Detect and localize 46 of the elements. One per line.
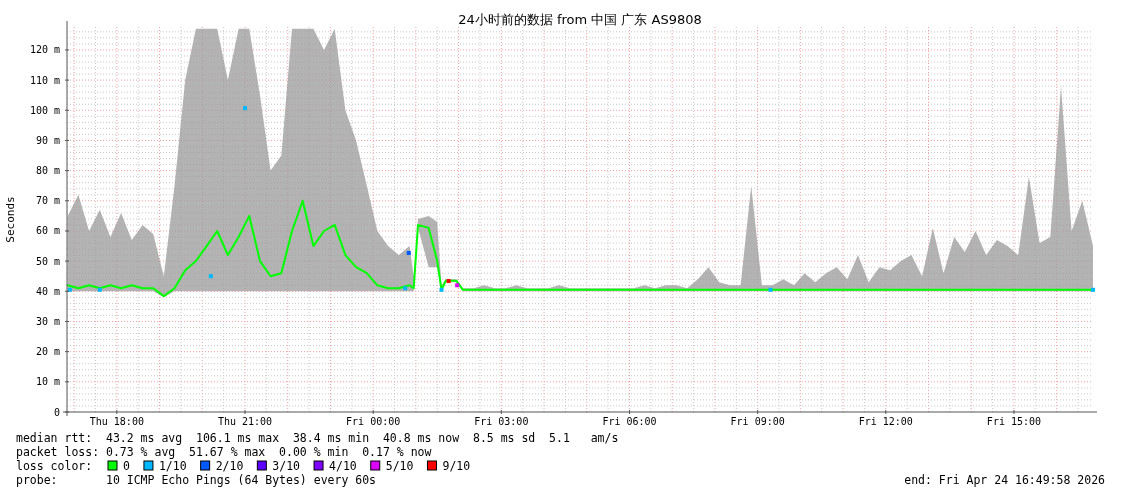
- legend-label: 9/10: [442, 459, 471, 473]
- point: [455, 283, 460, 288]
- x-tick-label: Thu 18:00: [89, 416, 144, 427]
- point: [1091, 287, 1095, 292]
- legend-label: 0: [123, 459, 130, 473]
- point: [97, 287, 102, 292]
- chart-title: 24小时前的数据 from 中国 广东 AS9808: [458, 12, 702, 27]
- legend-label: 2/10: [215, 459, 244, 473]
- point: [446, 279, 451, 284]
- legend-label: 5/10: [385, 459, 414, 473]
- line-series: [66, 199, 1094, 298]
- x-tick-label: Thu 21:00: [217, 416, 273, 427]
- x-tick-label: Fri 12:00: [858, 416, 913, 427]
- y-tick-label: 0: [53, 406, 60, 418]
- y-tick-label: 110 m: [29, 74, 60, 86]
- text: packet loss: 0.73 % avg 51.67 % max 0.00 % min 0.17 % now: [16, 445, 432, 459]
- y-tick-label: 120 m: [29, 44, 60, 56]
- y-tick-label: 90 m: [35, 134, 60, 146]
- y-tick-label: 30 m: [35, 315, 60, 327]
- y-tick-label: 70 m: [35, 195, 60, 207]
- legend-label: 4/10: [329, 459, 357, 473]
- x-tick-label: Fri 00:00: [346, 416, 401, 427]
- point: [208, 274, 213, 279]
- y-axis-title: Seconds: [4, 196, 17, 243]
- legend-label: 1/10: [158, 459, 187, 473]
- x-tick-label: Fri 06:00: [602, 416, 657, 427]
- text: end: Fri Apr 24 16:49:58 2026: [904, 473, 1106, 487]
- legend-title: loss color:: [16, 459, 93, 473]
- x-tick-label: Fri 03:00: [474, 416, 529, 427]
- y-tick-label: 20 m: [35, 346, 60, 358]
- y-tick-label: 10 m: [35, 376, 60, 388]
- text: probe: 10 ICMP Echo Pings (64 Bytes) every 60s: [16, 473, 377, 487]
- point: [403, 286, 408, 291]
- legend-label: 3/10: [272, 459, 301, 473]
- point: [243, 106, 247, 111]
- y-tick-label: 50 m: [35, 255, 60, 267]
- point: [768, 287, 773, 292]
- point: [439, 287, 444, 292]
- x-tick-label: Fri 09:00: [730, 416, 785, 427]
- y-tick-label: 40 m: [35, 285, 60, 297]
- y-tick-label: 100 m: [29, 104, 60, 116]
- y-tick-label: 80 m: [35, 165, 60, 177]
- point: [406, 250, 411, 255]
- y-tick-label: 60 m: [35, 225, 60, 237]
- text: median rtt: 43.2 ms avg 106.1 ms max 38.4 ms min 40.8 ms now 8.5 ms sd 5.1 am/s: [16, 431, 619, 445]
- x-tick-label: Fri 15:00: [986, 416, 1042, 427]
